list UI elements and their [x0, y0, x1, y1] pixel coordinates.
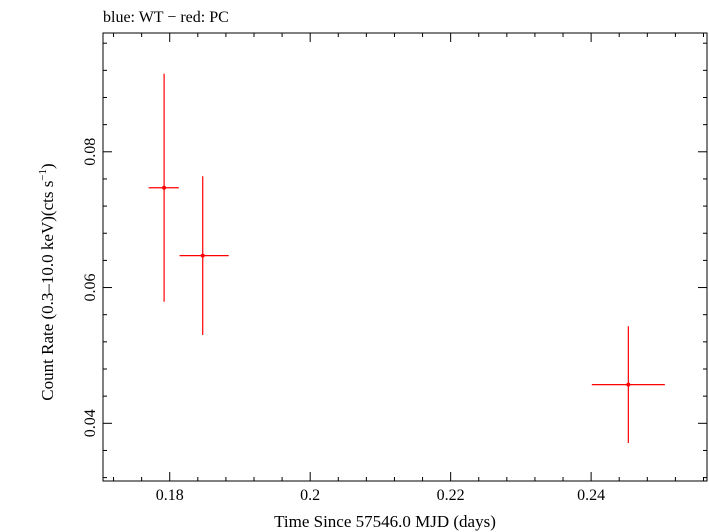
y-axis-label-main: Count Rate (0.3–10.0 keV)(cts s: [38, 181, 57, 401]
x-tick-label: 0.24: [577, 487, 605, 504]
data-point: [179, 176, 229, 336]
y-axis-label-end: ): [38, 163, 57, 169]
data-point: [591, 326, 665, 443]
data-point: [148, 73, 179, 302]
y-tick-label: 0.06: [82, 274, 99, 302]
tick-labels: 0.18 0.2 0.22 0.24 0.04 0.06 0.08: [82, 138, 605, 504]
x-axis-label: Time Since 57546.0 MJD (days): [274, 512, 496, 531]
y-tick-label: 0.04: [82, 409, 99, 437]
point-marker: [162, 185, 167, 190]
x-tick-label: 0.2: [300, 487, 320, 504]
point-marker: [626, 382, 631, 387]
chart-title: blue: WT − red: PC: [103, 9, 229, 26]
y-tick-label: 0.08: [82, 138, 99, 166]
tick-marks: [103, 33, 707, 481]
plot-frame: [102, 32, 708, 482]
x-tick-label: 0.22: [437, 487, 465, 504]
data-points: [148, 73, 665, 443]
point-marker: [200, 253, 205, 258]
x-tick-label: 0.18: [156, 487, 184, 504]
y-axis-label: Count Rate (0.3–10.0 keV)(cts s−1): [37, 163, 57, 400]
y-axis-label-superscript: −1: [37, 169, 49, 181]
